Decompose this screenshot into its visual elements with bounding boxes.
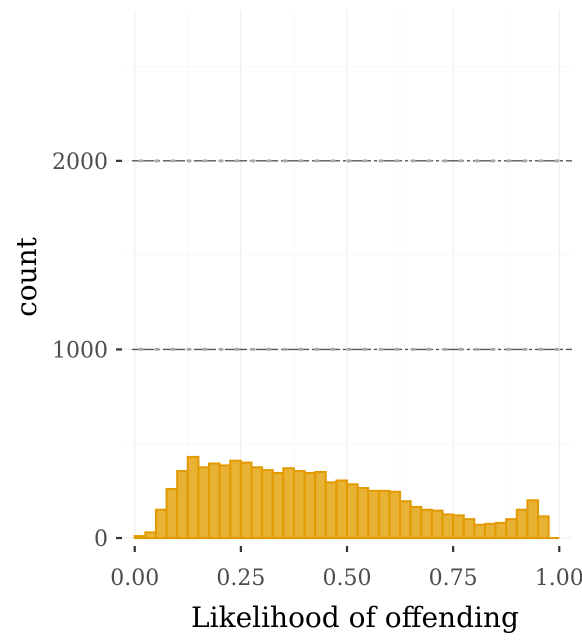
- x-tick-labels: 0.00 0.25 0.50 0.75 1.00: [110, 566, 582, 591]
- reference-lines: [130, 159, 574, 351]
- histogram-bar: [452, 514, 465, 539]
- histogram-bar: [377, 489, 391, 540]
- histogram-bar: [515, 508, 529, 540]
- y-tick-label: 2000: [52, 150, 108, 175]
- histogram-bar: [239, 461, 253, 540]
- histogram-bar: [271, 471, 285, 540]
- histogram-bar: [292, 470, 306, 539]
- histogram-bar: [176, 470, 189, 539]
- histogram-bar: [346, 483, 359, 539]
- histogram-bar: [208, 462, 221, 539]
- histogram-bar: [505, 518, 518, 540]
- histogram-bar: [409, 505, 423, 539]
- histogram-bar: [165, 487, 179, 540]
- histogram-bar: [388, 490, 402, 539]
- histogram-bars: [133, 455, 560, 540]
- y-axis-title: count: [10, 236, 43, 317]
- histogram-bar: [324, 481, 338, 539]
- histogram-bar: [537, 515, 550, 539]
- x-tick-label: 0.50: [323, 566, 372, 591]
- histogram-bar: [356, 487, 370, 539]
- histogram-bar: [314, 471, 327, 539]
- histogram-bar: [186, 455, 200, 539]
- histogram-bar: [494, 521, 508, 540]
- histogram-bar: [399, 500, 412, 540]
- histogram-bar: [229, 459, 242, 539]
- x-tick-label: 0.25: [216, 566, 265, 591]
- y-tick-labels: 0 1000 2000: [52, 150, 108, 552]
- histogram-bar: [335, 479, 348, 540]
- y-tick-label: 1000: [52, 338, 108, 363]
- histogram-bar: [483, 522, 497, 539]
- histogram-bar: [197, 466, 211, 539]
- histogram-bar: [430, 509, 444, 539]
- x-tick-label: 1.00: [535, 566, 582, 591]
- histogram-bar: [441, 513, 455, 540]
- histogram-bar: [473, 523, 486, 539]
- histogram-bar: [250, 466, 264, 539]
- histogram-bar: [218, 464, 232, 539]
- y-tick-label: 0: [94, 527, 108, 552]
- histogram-bar: [462, 518, 476, 540]
- histogram-bar: [282, 467, 295, 540]
- histogram-bar: [303, 471, 317, 540]
- histogram-bar: [526, 499, 540, 539]
- histogram-bar: [420, 508, 433, 540]
- histogram-bar: [367, 489, 380, 540]
- histogram-bar: [261, 469, 274, 539]
- x-tick-label: 0.00: [110, 566, 159, 591]
- x-tick-label: 0.75: [429, 566, 478, 591]
- histogram-bar: [154, 508, 168, 540]
- x-axis-title: Likelihood of offending: [191, 601, 519, 634]
- axis-ticks: [116, 159, 561, 552]
